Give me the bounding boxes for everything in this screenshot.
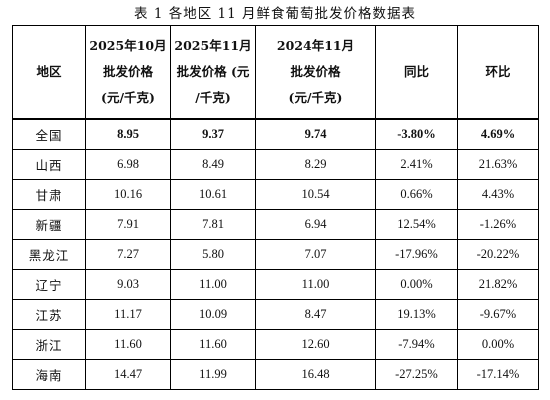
cell-nov-2024: 9.74 [255,118,376,150]
table-row: 黑龙江 7.27 5.80 7.07 -17.96% -20.22% [12,239,539,270]
cell-nov-2025: 10.09 [170,299,256,330]
cell-nov-2024: 8.47 [255,299,376,330]
cell-nov-2025: 11.60 [170,329,256,360]
cell-yoy: 0.00% [375,269,458,300]
cell-nov-2025: 11.99 [170,359,256,390]
table-row: 甘肃 10.16 10.61 10.54 0.66% 4.43% [12,179,539,210]
cell-mom: -1.26% [457,209,539,240]
cell-yoy: -7.94% [375,329,458,360]
header-region: 地区 [12,25,86,120]
cell-nov-2025: 10.61 [170,179,256,210]
cell-mom: 0.00% [457,329,539,360]
cell-region: 辽宁 [12,269,86,300]
cell-region: 新疆 [12,209,86,240]
cell-oct-2025: 11.60 [85,329,171,360]
cell-nov-2025: 11.00 [170,269,256,300]
table-row: 山西 6.98 8.49 8.29 2.41% 21.63% [12,149,539,180]
cell-region: 海南 [12,359,86,390]
cell-mom: -20.22% [457,239,539,270]
header-oct-2025: 2025年10月 批发价格 (元/千克) [85,25,171,120]
cell-region: 江苏 [12,299,86,330]
header-mom: 环比 [457,25,539,120]
cell-region: 全国 [12,118,86,150]
table-row: 浙江 11.60 11.60 12.60 -7.94% 0.00% [12,329,539,360]
cell-yoy: 19.13% [375,299,458,330]
cell-nov-2024: 6.94 [255,209,376,240]
cell-mom: -9.67% [457,299,539,330]
cell-mom: 4.69% [457,118,539,150]
header-oct-2025-line3: (元/千克) [101,90,155,105]
header-nov-2024-line3: (元/千克) [288,90,343,105]
table-header-row: 地区 2025年10月 批发价格 (元/千克) 2025年11月 批发价格 (元… [12,25,539,120]
cell-yoy: 0.66% [375,179,458,210]
header-oct-2025-line2: 批发价格 [102,64,153,79]
header-nov-2025-line1: 2025年11月 [174,38,252,53]
cell-nov-2025: 7.81 [170,209,256,240]
cell-region: 黑龙江 [12,239,86,270]
header-oct-2025-line1: 2025年10月 [89,38,167,53]
table-row: 海南 14.47 11.99 16.48 -27.25% -17.14% [12,359,539,390]
cell-mom: 21.63% [457,149,539,180]
cell-nov-2024: 11.00 [255,269,376,300]
cell-nov-2024: 8.29 [255,149,376,180]
cell-nov-2025: 8.49 [170,149,256,180]
cell-yoy: 12.54% [375,209,458,240]
cell-nov-2025: 9.37 [170,118,256,150]
cell-nov-2024: 16.48 [255,359,376,390]
cell-nov-2024: 7.07 [255,239,376,270]
cell-nov-2024: 10.54 [255,179,376,210]
cell-region: 甘肃 [12,179,86,210]
header-yoy: 同比 [375,25,458,120]
header-nov-2025-line3: /千克) [195,90,231,105]
cell-yoy: -27.25% [375,359,458,390]
cell-yoy: -3.80% [375,118,458,150]
cell-mom: -17.14% [457,359,539,390]
cell-nov-2025: 5.80 [170,239,256,270]
cell-mom: 4.43% [457,179,539,210]
header-nov-2025-line2: 批发价格 (元 [176,64,250,79]
table-row: 辽宁 9.03 11.00 11.00 0.00% 21.82% [12,269,539,300]
header-nov-2025: 2025年11月 批发价格 (元 /千克) [170,25,256,120]
cell-mom: 21.82% [457,269,539,300]
header-nov-2024-line2: 批发价格 [290,64,341,79]
cell-oct-2025: 8.95 [85,118,171,150]
header-nov-2024-line1: 2024年11月 [276,38,355,53]
cell-oct-2025: 11.17 [85,299,171,330]
table-row: 全国 8.95 9.37 9.74 -3.80% 4.69% [12,118,539,150]
header-nov-2024: 2024年11月 批发价格 (元/千克) [255,25,376,120]
cell-nov-2024: 12.60 [255,329,376,360]
price-table: 地区 2025年10月 批发价格 (元/千克) 2025年11月 批发价格 (元… [12,25,539,390]
cell-oct-2025: 7.91 [85,209,171,240]
cell-yoy: -17.96% [375,239,458,270]
cell-oct-2025: 9.03 [85,269,171,300]
cell-oct-2025: 10.16 [85,179,171,210]
cell-oct-2025: 7.27 [85,239,171,270]
cell-oct-2025: 6.98 [85,149,171,180]
cell-region: 山西 [12,149,86,180]
table-row: 江苏 11.17 10.09 8.47 19.13% -9.67% [12,299,539,330]
table-caption: 表 1 各地区 11 月鲜食葡萄批发价格数据表 [134,6,416,22]
cell-yoy: 2.41% [375,149,458,180]
table-row: 新疆 7.91 7.81 6.94 12.54% -1.26% [12,209,539,240]
cell-oct-2025: 14.47 [85,359,171,390]
cell-region: 浙江 [12,329,86,360]
